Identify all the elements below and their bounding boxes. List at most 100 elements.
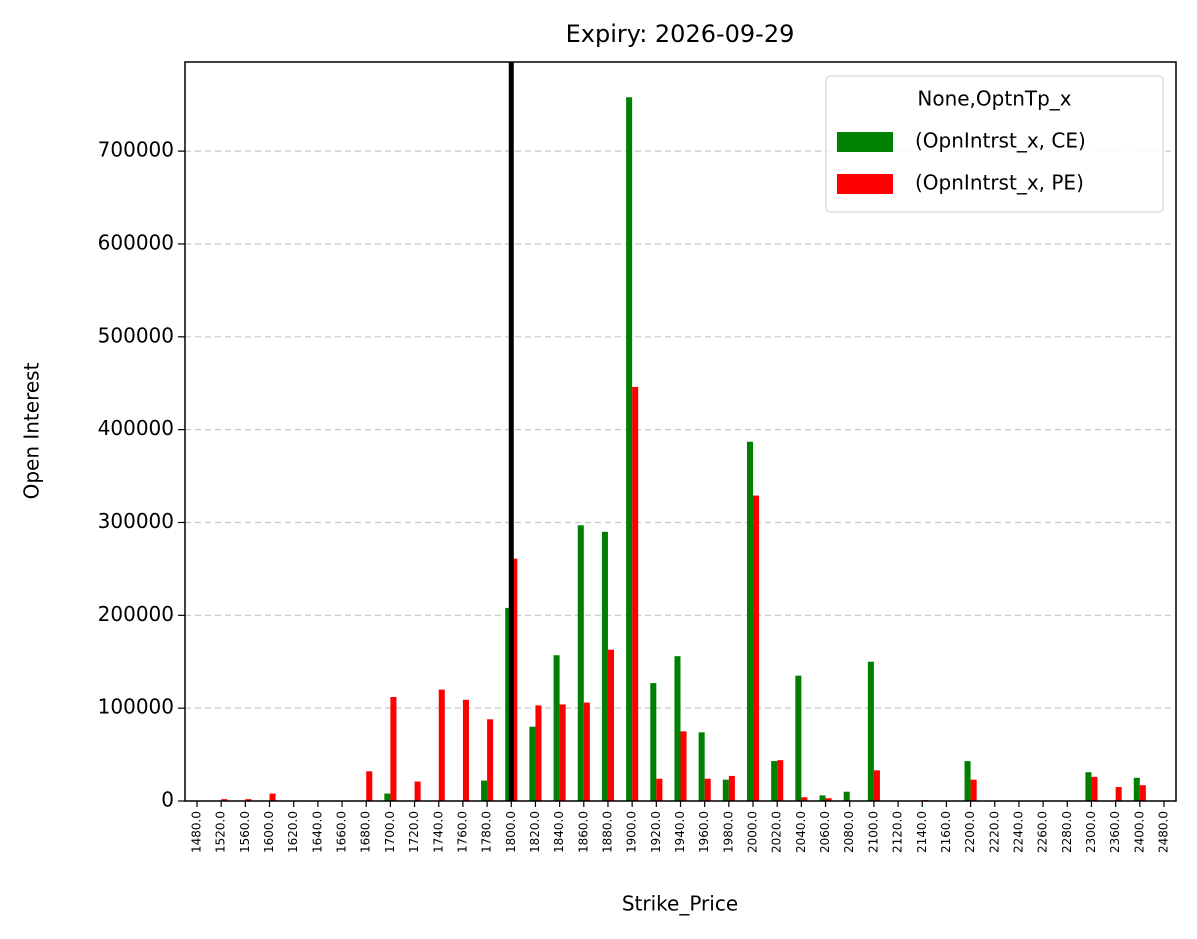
bar — [269, 793, 276, 801]
bar — [1091, 776, 1098, 801]
bar — [245, 799, 252, 801]
plot-frame — [184, 61, 1177, 802]
bar — [819, 795, 826, 801]
bar — [583, 702, 590, 801]
x-axis-label: Strike_Price — [622, 892, 738, 916]
bar — [1139, 785, 1146, 801]
x-tick-label: 2140.0 — [915, 811, 929, 853]
bar — [1133, 777, 1140, 801]
bar — [559, 704, 566, 801]
bar — [414, 781, 421, 801]
x-tick-label: 1940.0 — [673, 811, 687, 853]
y-tick-label: 200000 — [98, 602, 174, 626]
bar — [626, 97, 633, 802]
x-tick-label: 1900.0 — [625, 811, 639, 853]
bar — [481, 780, 488, 801]
bar — [825, 798, 832, 801]
x-tick-label: 2040.0 — [794, 811, 808, 853]
x-tick-label: 1480.0 — [190, 811, 204, 853]
x-tick-label: 1860.0 — [576, 811, 590, 853]
bar — [674, 656, 681, 801]
x-tick-label: 1620.0 — [286, 811, 300, 853]
x-tick-label: 1680.0 — [359, 811, 373, 853]
bar — [607, 649, 615, 801]
y-tick-label: 600000 — [98, 230, 174, 254]
bar — [704, 778, 711, 801]
bar — [366, 771, 373, 801]
bar — [535, 705, 542, 801]
y-tick-label: 500000 — [98, 323, 174, 347]
x-tick-label: 2480.0 — [1157, 811, 1171, 853]
bar — [384, 793, 391, 801]
bar — [487, 719, 494, 801]
legend-swatch — [837, 174, 893, 194]
bar — [873, 770, 880, 801]
bar — [728, 775, 735, 801]
legend-title: None,OptnTp_x — [917, 87, 1071, 111]
legend-swatch — [837, 132, 893, 152]
x-tick-label: 2260.0 — [1036, 811, 1050, 853]
bar — [390, 697, 397, 801]
y-tick-label: 300000 — [98, 509, 174, 533]
bar — [601, 531, 608, 801]
x-tick-label: 1560.0 — [238, 811, 252, 853]
bar — [656, 778, 663, 801]
legend-box — [825, 75, 1164, 213]
bar — [462, 699, 469, 801]
x-tick-label: 1960.0 — [697, 811, 711, 853]
legend-label: (OpnIntrst_x, PE) — [915, 171, 1084, 195]
legend-label: (OpnIntrst_x, CE) — [915, 129, 1086, 153]
bar — [438, 689, 445, 801]
bar — [867, 661, 874, 801]
x-tick-label: 2300.0 — [1084, 811, 1098, 853]
bar — [221, 799, 228, 801]
x-tick-label: 1780.0 — [480, 811, 494, 853]
y-tick-label: 100000 — [98, 695, 174, 719]
x-tick-label: 1720.0 — [407, 811, 421, 853]
bar — [843, 791, 850, 801]
x-tick-label: 1740.0 — [431, 811, 445, 853]
x-tick-label: 2200.0 — [963, 811, 977, 853]
x-tick-label: 2020.0 — [770, 811, 784, 853]
x-tick-label: 1760.0 — [455, 811, 469, 853]
x-tick-label: 1800.0 — [504, 811, 518, 853]
x-tick-label: 2220.0 — [987, 811, 1001, 853]
x-tick-label: 2280.0 — [1060, 811, 1074, 853]
bar — [771, 761, 778, 801]
bar — [505, 607, 512, 801]
bar — [777, 760, 784, 801]
x-tick-label: 1600.0 — [262, 811, 276, 853]
x-tick-label: 1980.0 — [721, 811, 735, 853]
bar — [529, 726, 536, 801]
bar — [746, 441, 754, 801]
bar — [1085, 772, 1092, 801]
y-tick-label: 700000 — [98, 138, 174, 162]
x-tick-label: 2360.0 — [1108, 811, 1122, 853]
x-tick-label: 2400.0 — [1132, 811, 1146, 853]
x-tick-label: 2240.0 — [1011, 811, 1025, 853]
y-tick-label: 0 — [161, 788, 174, 812]
bar — [970, 779, 977, 801]
x-tick-label: 2080.0 — [842, 811, 856, 853]
chart-title: Expiry: 2026-09-29 — [566, 20, 795, 48]
bar — [698, 732, 705, 801]
x-tick-label: 1820.0 — [528, 811, 542, 853]
bar — [964, 761, 971, 801]
x-tick-label: 1920.0 — [649, 811, 663, 853]
y-axis-label: Open Interest — [20, 362, 44, 499]
bar — [801, 797, 808, 801]
x-tick-label: 1700.0 — [383, 811, 397, 853]
x-tick-label: 1520.0 — [214, 811, 228, 853]
x-tick-label: 2160.0 — [939, 811, 953, 853]
bar — [632, 386, 639, 801]
x-tick-label: 1880.0 — [600, 811, 614, 853]
y-tick-label: 400000 — [98, 416, 174, 440]
x-tick-label: 2120.0 — [891, 811, 905, 853]
bar — [722, 779, 729, 801]
bar — [577, 525, 584, 801]
bar — [680, 731, 687, 801]
bar — [795, 675, 802, 801]
x-tick-label: 2000.0 — [746, 811, 760, 853]
x-tick-label: 2100.0 — [866, 811, 880, 853]
